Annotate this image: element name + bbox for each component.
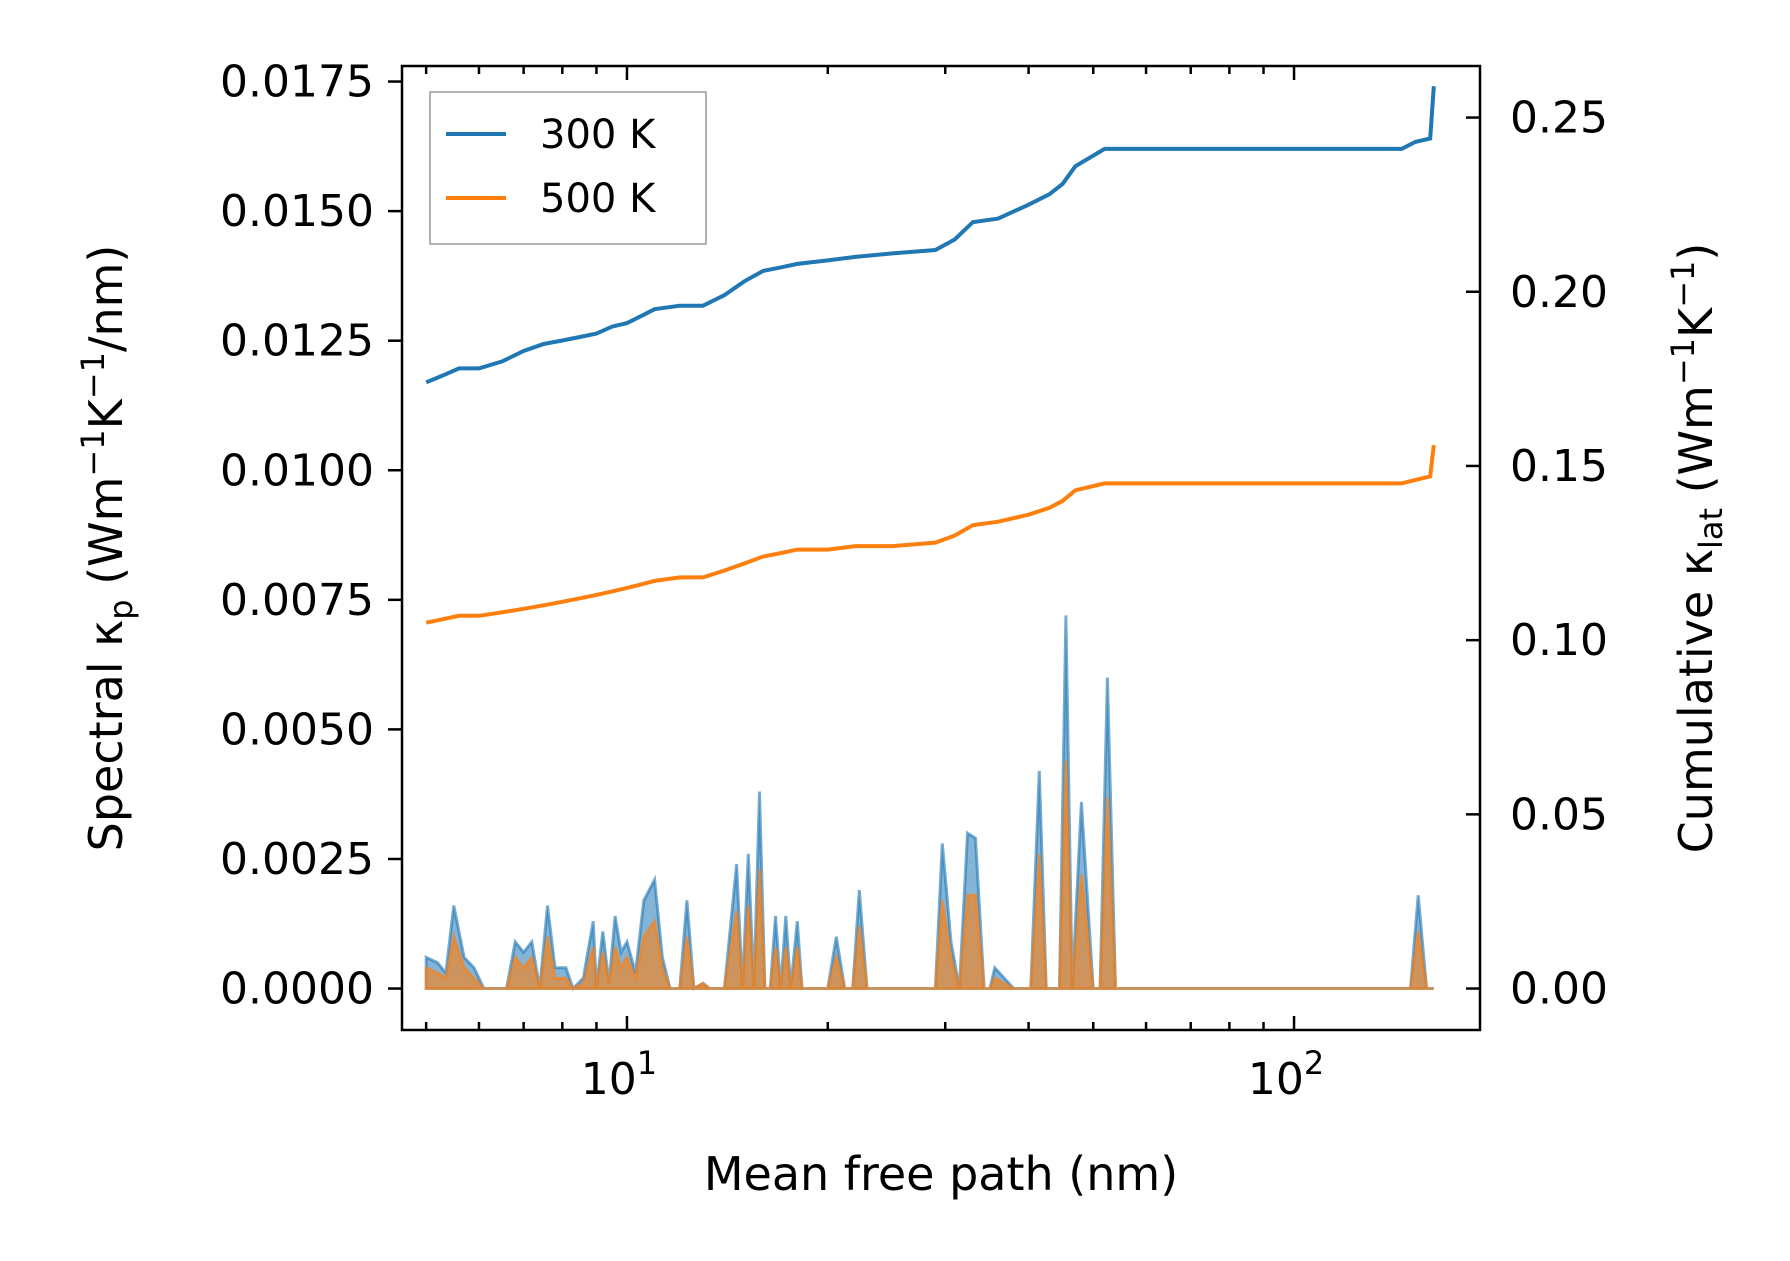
x-tick-label: 102 xyxy=(1248,1044,1324,1105)
right-y-title-units: (Wm xyxy=(1669,385,1723,508)
left-y-axis-title: Spectral κp (Wm−1K−1/nm) xyxy=(74,245,140,852)
left-y-tick-label: 0.0075 xyxy=(220,575,374,626)
right-y-tick-label: 0.10 xyxy=(1510,615,1608,666)
cumulative-line-300k xyxy=(425,86,1436,385)
left-y-tick-label: 0.0050 xyxy=(220,704,374,755)
spectral-area-500k xyxy=(424,760,1434,991)
left-y-tick-label: 0.0175 xyxy=(220,57,374,108)
x-tick-exponent: 2 xyxy=(1304,1044,1324,1082)
x-tick-base: 10 xyxy=(581,1054,637,1105)
cumulative-line-500k xyxy=(425,444,1436,625)
left-y-tick-label: 0.0125 xyxy=(220,316,374,367)
axes-frame xyxy=(400,64,1482,1032)
left-y-title-exp1: −1 xyxy=(74,429,112,476)
left-y-title-tail: /nm) xyxy=(79,245,133,352)
legend-label-300k: 300 K xyxy=(540,112,657,158)
left-y-title-exp2: −1 xyxy=(74,352,112,399)
left-y-title-subscript: p xyxy=(102,599,140,619)
legend-box xyxy=(429,91,707,245)
left-y-title-main: Spectral κ xyxy=(79,620,133,852)
right-y-tick-label: 0.25 xyxy=(1510,93,1608,144)
right-y-axis-title: Cumulative κlat (Wm−1K−1) xyxy=(1664,243,1730,854)
x-tick-exponent: 1 xyxy=(637,1044,657,1082)
x-tick-base: 10 xyxy=(1248,1054,1304,1105)
legend-label-500k: 500 K xyxy=(540,176,657,222)
right-y-title-exp2: −1 xyxy=(1664,261,1702,308)
right-y-title-exp1: −1 xyxy=(1664,338,1702,385)
x-tick-label: 101 xyxy=(581,1044,657,1105)
left-y-tick-label: 0.0025 xyxy=(220,834,374,885)
right-y-title-tail: ) xyxy=(1669,243,1723,261)
plot-area xyxy=(424,86,1436,992)
right-y-title-main: Cumulative κ xyxy=(1669,549,1723,853)
right-y-title-k: K xyxy=(1669,306,1723,338)
left-y-tick-label: 0.0150 xyxy=(220,186,374,237)
x-axis-title: Mean free path (nm) xyxy=(704,1147,1178,1201)
right-y-tick-label: 0.05 xyxy=(1510,789,1608,840)
right-y-tick-label: 0.15 xyxy=(1510,441,1608,492)
left-y-tick-label: 0.0000 xyxy=(220,964,374,1015)
right-y-title-subscript: lat xyxy=(1692,508,1730,549)
left-y-title-units: (Wm xyxy=(79,477,133,600)
left-y-tick-label: 0.0100 xyxy=(220,445,374,496)
right-y-tick-label: 0.00 xyxy=(1510,964,1608,1015)
legend: 300 K 500 K xyxy=(429,91,707,245)
right-y-tick-label: 0.20 xyxy=(1510,267,1608,318)
axis-ticks: 101 1020.00000.00250.00500.00750.01000.01… xyxy=(220,57,1608,1105)
spectral-area-300k xyxy=(424,615,1434,992)
left-y-title-k: K xyxy=(79,397,133,429)
